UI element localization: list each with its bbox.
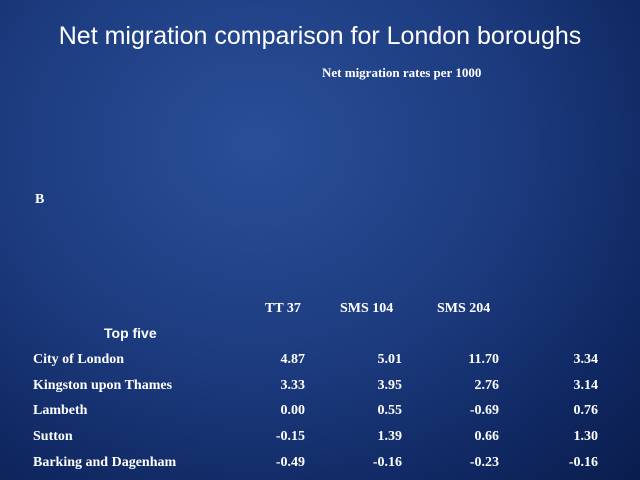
- row-label: City of London: [33, 352, 125, 367]
- row-label: Sutton: [33, 429, 73, 445]
- cell-value: -0.23: [469, 454, 499, 470]
- cell-value: 4.87: [280, 352, 306, 367]
- cell-value: 3.34: [573, 352, 599, 367]
- cell-value: 11.70: [468, 352, 499, 367]
- cell-value: 0.76: [573, 403, 599, 419]
- column-header: TT 37: [265, 301, 301, 316]
- column-header: SMS 104: [340, 301, 394, 316]
- column-header: SMS 204: [437, 301, 491, 316]
- cell-value: 3.33: [280, 377, 306, 393]
- cell-value: 1.30: [573, 429, 599, 445]
- section-label: B: [35, 192, 45, 207]
- title: Net migration comparison for London boro…: [58, 22, 582, 50]
- cell-value: -0.16: [568, 454, 598, 470]
- cell-value: 0.66: [474, 429, 500, 445]
- cell-value: 3.14: [573, 377, 599, 393]
- cell-value: 3.95: [377, 377, 403, 393]
- group-label: Top five: [104, 325, 157, 341]
- cell-value: 2.76: [474, 377, 500, 393]
- row-label: Lambeth: [33, 403, 88, 419]
- row-label: Barking and Dagenham: [33, 454, 177, 470]
- cell-value: 1.39: [377, 429, 403, 445]
- cell-value: -0.16: [372, 454, 402, 470]
- cell-value: -0.69: [469, 403, 499, 419]
- cell-value: 0.55: [377, 403, 403, 419]
- row-label: Kingston upon Thames: [33, 377, 173, 393]
- cell-value: 5.01: [377, 352, 403, 367]
- cell-value: -0.15: [275, 429, 305, 445]
- cell-value: -0.49: [275, 454, 305, 470]
- cell-value: 0.00: [280, 403, 306, 419]
- subtitle: Net migration rates per 1000: [322, 65, 482, 80]
